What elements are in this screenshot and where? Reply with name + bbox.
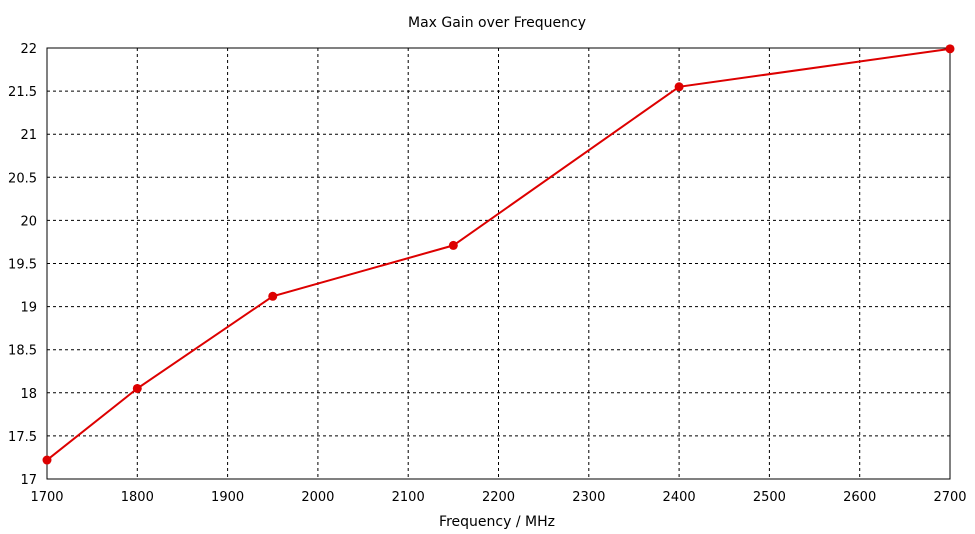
x-tick-label: 2300 [572,490,605,505]
x-tick-label: 2000 [301,490,334,505]
x-axis-title: Frequency / MHz [439,514,555,530]
y-tick-label: 21 [20,128,37,143]
y-tick-label: 20 [20,214,37,229]
y-tick-label: 20.5 [8,171,37,186]
x-axis-ticks: 1700 1800 1900 2000 2100 2200 2300 2400 2500 2600… [30,490,966,505]
data-point [945,44,955,54]
y-tick-label: 22 [20,42,37,57]
x-tick-label: 2400 [663,490,696,505]
data-point [448,240,458,250]
y-tick-label: 18 [20,387,37,402]
data-point [42,455,52,465]
x-tick-label: 2700 [933,490,966,505]
y-tick-label: 19 [20,301,37,316]
x-tick-label: 1700 [30,490,63,505]
y-tick-label: 18.5 [8,344,37,359]
series-layer [42,44,955,465]
x-tick-label: 2200 [482,490,515,505]
y-axis-ticks: 17 17.5 18 18.5 19 19.5 20 20.5 21 21.5 22 [8,42,37,488]
y-tick-label: 17 [20,473,37,488]
y-tick-label: 21.5 [8,85,37,100]
grid [47,48,950,479]
x-tick-label: 2600 [843,490,876,505]
x-tick-label: 2500 [753,490,786,505]
chart-title: Max Gain over Frequency [408,15,586,31]
x-tick-label: 1900 [211,490,244,505]
x-tick-label: 1800 [121,490,154,505]
series-line [46,47,951,461]
x-tick-label: 2100 [392,490,425,505]
y-tick-label: 17.5 [8,430,37,445]
plot-frame [46,47,951,480]
y-tick-label: 19.5 [8,258,37,273]
data-point [268,291,278,301]
data-point [674,82,684,92]
data-point [132,383,142,393]
